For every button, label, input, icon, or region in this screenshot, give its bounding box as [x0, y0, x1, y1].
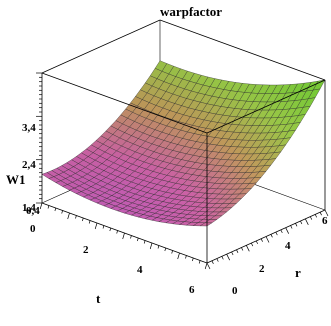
z-tick-label: 2,4 [22, 159, 36, 171]
tick-mark [216, 258, 219, 262]
box-edge [41, 72, 208, 134]
tick-mark [319, 212, 322, 216]
z-tick-label: 3,4 [22, 122, 36, 134]
surface-mesh [41, 60, 326, 227]
surface-patch [199, 222, 213, 227]
t-tick-label: 0 [30, 223, 36, 235]
tick-mark [300, 220, 303, 225]
tick-mark [285, 227, 290, 234]
tick-mark [191, 257, 194, 262]
tick-mark [295, 223, 298, 227]
tick-mark [290, 225, 293, 229]
tick-mark [130, 235, 132, 239]
r-tick-label: 0 [232, 285, 238, 297]
r-tick-label: 2 [259, 263, 265, 275]
tick-mark [275, 231, 278, 236]
tick-mark [204, 262, 208, 270]
tick-mark [54, 207, 57, 212]
tick-mark [88, 220, 91, 224]
tick-mark [47, 205, 50, 209]
t-tick-label: 4 [137, 264, 143, 276]
tick-mark [198, 260, 201, 264]
tick-mark [185, 255, 187, 259]
tick-mark [164, 247, 167, 252]
tick-mark [245, 245, 250, 252]
tick-mark [206, 262, 211, 270]
tick-mark [250, 242, 254, 247]
tick-mark [280, 229, 283, 234]
z-tick-label: 0,4 [26, 205, 40, 217]
t-axis-label: t [96, 291, 101, 306]
tick-mark [211, 260, 214, 264]
tick-mark [116, 230, 118, 234]
tick-mark [270, 234, 273, 238]
tick-marks [36, 72, 329, 270]
chart-title: warpfactor [160, 4, 222, 19]
tick-mark [81, 217, 84, 222]
tick-mark [309, 216, 313, 220]
tick-mark [102, 225, 105, 229]
tick-mark [171, 250, 173, 254]
tick-mark [324, 209, 329, 217]
tick-mark [157, 245, 160, 249]
tick-mark [94, 222, 98, 230]
tick-mark [75, 215, 77, 219]
r-tick-label: 4 [285, 240, 291, 252]
tick-mark [304, 218, 309, 225]
tick-mark [226, 254, 231, 261]
r-tick-label: 6 [322, 215, 328, 227]
tick-mark [260, 238, 263, 242]
t-tick-label: 6 [189, 284, 195, 296]
tick-mark [39, 202, 43, 210]
tick-mark [136, 237, 139, 242]
tick-mark [122, 232, 125, 240]
tick-mark [61, 210, 63, 214]
tick-mark [143, 240, 146, 244]
tick-mark [221, 256, 224, 260]
tick-mark [241, 247, 244, 251]
tick-mark [149, 242, 153, 250]
tick-mark [109, 227, 112, 232]
tick-mark [231, 251, 234, 256]
box-edge [206, 79, 326, 134]
tick-mark [67, 212, 70, 220]
z-axis-label: W1 [6, 172, 26, 187]
r-axis-label: r [295, 265, 301, 280]
tick-mark [255, 240, 259, 245]
box-edge [41, 19, 161, 74]
tick-mark [265, 236, 270, 243]
t-tick-label: 2 [83, 244, 89, 256]
z-tick-label: 1,4 [22, 202, 36, 214]
box-edge [159, 19, 326, 81]
tick-mark [314, 214, 318, 218]
tick-mark [236, 249, 239, 253]
tick-mark [177, 252, 180, 260]
